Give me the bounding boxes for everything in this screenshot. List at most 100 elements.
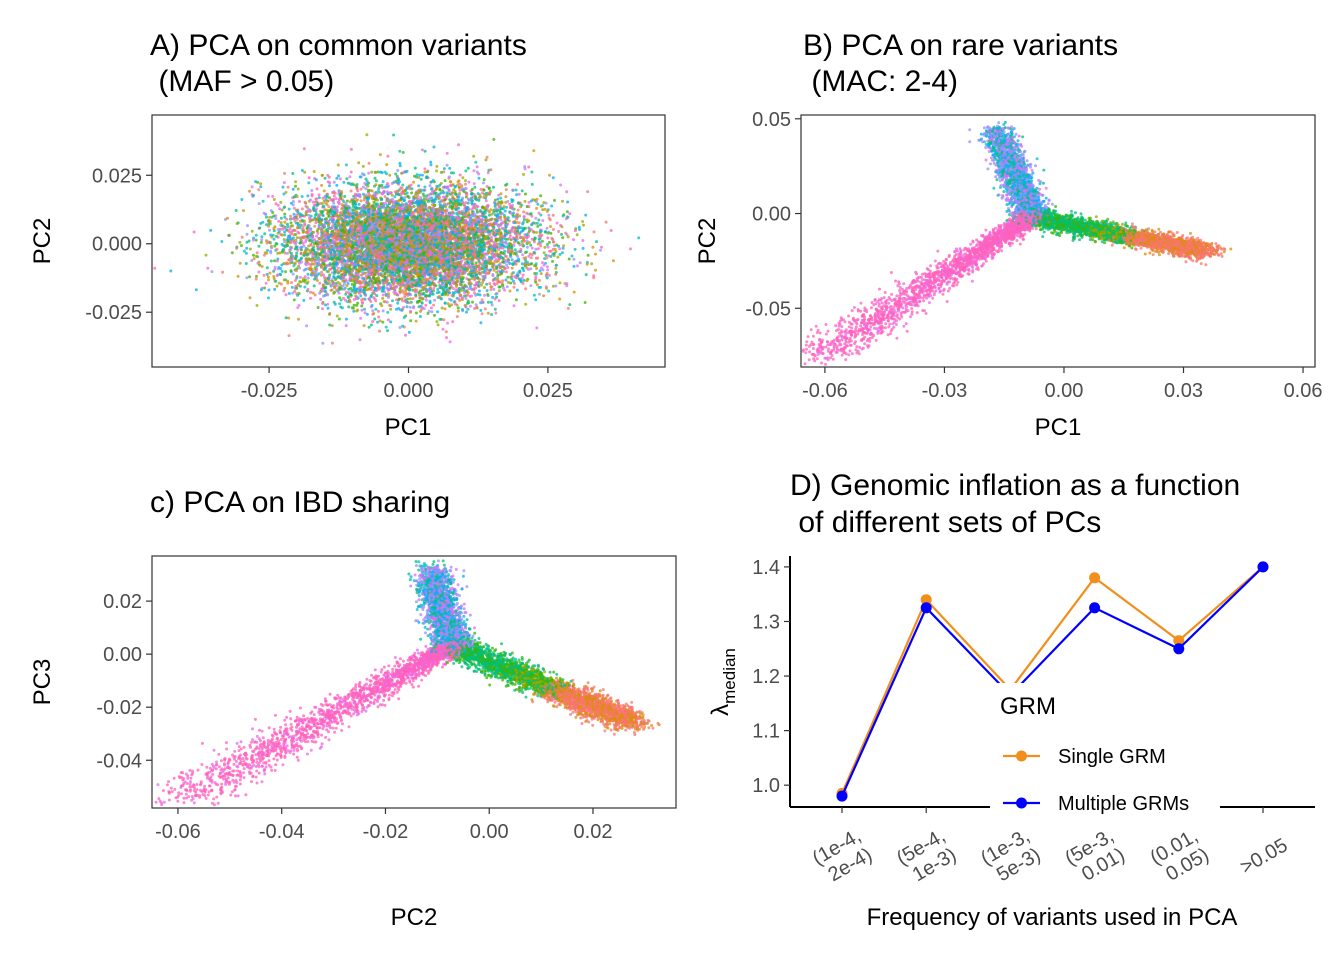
panel-a-point [539, 272, 543, 276]
panel-a-point [459, 283, 463, 286]
panel-a-point [302, 298, 306, 302]
panel-a-point [357, 291, 361, 295]
panel-a-point [560, 232, 563, 236]
panel-a-point [520, 189, 524, 193]
panel-a-point [483, 256, 487, 260]
panel-a-point [445, 163, 449, 167]
panel-a-point [455, 315, 459, 319]
panel-a-point [268, 228, 271, 232]
panel-a-point [559, 223, 563, 227]
panel-a-point [240, 198, 244, 201]
panel-a-point [398, 149, 402, 153]
panel-a-point [328, 184, 331, 188]
panel-a-point [322, 189, 326, 193]
panel-a-point [408, 305, 412, 309]
panel-a-point [291, 187, 295, 191]
panel-a-point [255, 251, 259, 255]
panel-a-point [414, 311, 418, 315]
panel-a-point [373, 176, 377, 180]
panel-a-point [192, 230, 196, 234]
panel-a-point [305, 226, 309, 230]
panel-a-point [518, 233, 522, 236]
panel-a-point [524, 192, 527, 196]
panel-a-point [480, 298, 484, 302]
panel-a-point [344, 163, 348, 167]
panel-a-point [558, 297, 562, 301]
panel-a-point [570, 254, 574, 258]
panel-a-point [294, 184, 297, 188]
panel-a-point [337, 174, 341, 178]
panel-a-point [456, 309, 460, 313]
panel-a-point [372, 312, 376, 315]
panel-a-point [323, 176, 327, 180]
panel-a-point [272, 198, 276, 201]
panel-a-point [522, 172, 525, 176]
panel-a-point [266, 275, 270, 279]
panel-a-point [485, 155, 489, 159]
panel-a-point [591, 245, 595, 249]
panel-a-point [252, 257, 256, 261]
panel-a-point [240, 244, 243, 248]
panel-a-point [566, 200, 570, 204]
panel-a-point [337, 317, 341, 321]
panel-a-point [492, 287, 496, 291]
panel-a-point [529, 256, 533, 260]
panel-a-point [527, 165, 531, 169]
panel-a-point [414, 293, 418, 297]
panel-a-point [554, 284, 558, 288]
panel-a-point [316, 306, 320, 309]
panel-a-point [479, 321, 483, 325]
panel-a-point [254, 233, 258, 237]
panel-a-point [488, 282, 492, 286]
panel-a-point [445, 336, 448, 340]
panel-a-point [342, 287, 346, 291]
panel-a-point [568, 212, 572, 216]
panel-a-point [248, 189, 251, 193]
panel-a-point [238, 240, 242, 244]
panel-a-point [352, 303, 356, 307]
panel-a-point [534, 247, 538, 251]
panel-a-point [361, 164, 365, 168]
panel-a-point [307, 213, 311, 217]
panel-a-point [248, 296, 252, 300]
panel-a-point [494, 311, 498, 315]
panel-a-point [338, 177, 342, 181]
panel-a-point [499, 196, 503, 200]
panel-a-point [169, 269, 173, 273]
panel-a-point [435, 164, 439, 168]
panel-a-point [438, 317, 442, 321]
panel-a-point [274, 242, 278, 245]
panel-a-point [538, 278, 541, 282]
panel-a-point [367, 325, 371, 329]
panel-a-point [248, 247, 252, 251]
panel-a-point [236, 274, 240, 278]
panel-a-point [290, 281, 293, 285]
panel-a-point [314, 221, 318, 225]
panel-a-point [578, 261, 582, 265]
panel-a-point [539, 194, 543, 198]
panel-a-point [547, 273, 551, 277]
panel-a-point [599, 248, 602, 252]
panel-a-point [335, 205, 339, 209]
panel-a-point [326, 270, 330, 274]
panel-a-point [330, 324, 334, 328]
panel-a-point [335, 176, 339, 180]
panel-a-point [536, 256, 540, 260]
panel-a-point [298, 200, 301, 203]
panel-a-point [339, 211, 342, 215]
panel-a-point [269, 259, 273, 263]
panel-a-point [458, 173, 462, 177]
panel-a-point [401, 171, 405, 175]
panel-a-point [505, 205, 508, 209]
panel-a-point [338, 302, 342, 306]
panel-a-point [433, 298, 437, 302]
panel-a-point [539, 285, 543, 289]
panel-a-point [484, 158, 488, 162]
panel-a-point [443, 307, 447, 311]
panel-a-point [401, 324, 405, 328]
panel-a-point [365, 312, 369, 316]
panel-a-point [301, 230, 305, 234]
panel-a-point [523, 165, 527, 169]
panel-a-point [547, 254, 551, 258]
panel-a-point [561, 214, 565, 218]
